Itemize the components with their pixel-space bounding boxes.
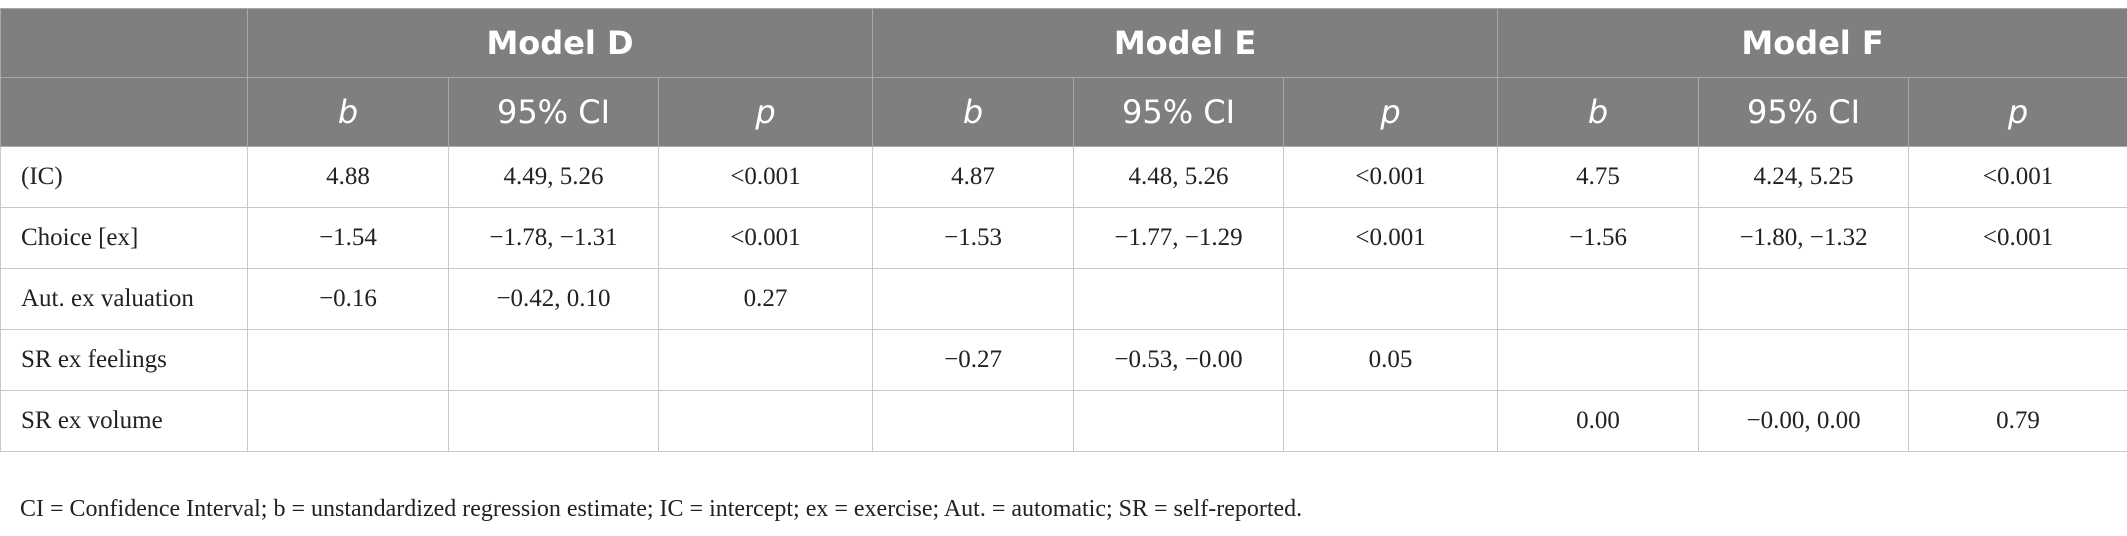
- column-header: p: [1283, 77, 1499, 147]
- table-cell: 0.79: [1908, 390, 2127, 452]
- row-label: Aut. ex valuation: [0, 268, 248, 330]
- corner-cell: [0, 77, 248, 147]
- table-cell: −1.80, −1.32: [1698, 207, 1910, 269]
- table-cell: [448, 329, 659, 391]
- table-cell: <0.001: [657, 146, 874, 208]
- table-cell: <0.001: [1908, 146, 2127, 208]
- table-cell: [1698, 329, 1910, 391]
- table-cell: −1.77, −1.29: [1073, 207, 1285, 269]
- column-header: b: [247, 77, 449, 147]
- row-label: SR ex volume: [0, 390, 248, 452]
- column-header: 95% CI: [448, 77, 659, 147]
- table-row: Choice [ex] −1.54 −1.78, −1.31 <0.001 −1…: [0, 207, 2127, 269]
- table-cell: [1497, 329, 1700, 391]
- table-cell: [247, 329, 449, 391]
- table-cell: [1908, 329, 2127, 391]
- table-row: SR ex feelings −0.27 −0.53, −0.00 0.05: [0, 329, 2127, 391]
- corner-cell: [0, 8, 248, 78]
- column-header: b: [872, 77, 1075, 147]
- results-table-container: Model D Model E Model F b 95% CI p b 95%…: [0, 8, 2127, 452]
- table-cell: [657, 329, 874, 391]
- table-cell: −1.54: [247, 207, 449, 269]
- table-footnote: CI = Confidence Interval; b = unstandard…: [20, 496, 1303, 522]
- table-cell: −0.42, 0.10: [448, 268, 659, 330]
- table-cell: −0.00, 0.00: [1698, 390, 1910, 452]
- table-cell: −0.16: [247, 268, 449, 330]
- table-cell: <0.001: [657, 207, 874, 269]
- table-row: (IC) 4.88 4.49, 5.26 <0.001 4.87 4.48, 5…: [0, 146, 2127, 208]
- table-cell: <0.001: [1908, 207, 2127, 269]
- table-cell: [1073, 390, 1285, 452]
- table-cell: [1283, 268, 1499, 330]
- table-cell: −1.78, −1.31: [448, 207, 659, 269]
- table-cell: [872, 268, 1075, 330]
- table-cell: [1908, 268, 2127, 330]
- column-header: p: [1908, 77, 2127, 147]
- regression-results-table: Model D Model E Model F b 95% CI p b 95%…: [0, 8, 2127, 452]
- table-cell: [872, 390, 1075, 452]
- column-header: 95% CI: [1698, 77, 1910, 147]
- table-row: Aut. ex valuation −0.16 −0.42, 0.10 0.27: [0, 268, 2127, 330]
- table-cell: 4.88: [247, 146, 449, 208]
- column-header-row: b 95% CI p b 95% CI p b 95% CI p: [0, 77, 2127, 147]
- table-cell: [1283, 390, 1499, 452]
- model-header: Model F: [1497, 8, 2127, 78]
- table-cell: 0.05: [1283, 329, 1499, 391]
- table-cell: −1.56: [1497, 207, 1700, 269]
- column-header: p: [657, 77, 874, 147]
- table-cell: [1497, 268, 1700, 330]
- table-cell: 4.24, 5.25: [1698, 146, 1910, 208]
- table-cell: 4.75: [1497, 146, 1700, 208]
- table-cell: 4.87: [872, 146, 1075, 208]
- model-header: Model D: [246, 8, 874, 78]
- table-cell: [247, 390, 449, 452]
- column-header: b: [1497, 77, 1700, 147]
- column-header: 95% CI: [1073, 77, 1285, 147]
- table-cell: −0.53, −0.00: [1073, 329, 1285, 391]
- table-cell: 0.27: [657, 268, 874, 330]
- table-row: SR ex volume 0.00 −0.00, 0.00 0.79: [0, 390, 2127, 452]
- table-cell: [1073, 268, 1285, 330]
- table-cell: 4.49, 5.26: [448, 146, 659, 208]
- model-header: Model E: [872, 8, 1499, 78]
- row-label: SR ex feelings: [0, 329, 248, 391]
- row-label: (IC): [0, 146, 248, 208]
- table-cell: <0.001: [1283, 207, 1499, 269]
- table-cell: [1698, 268, 1910, 330]
- table-cell: 0.00: [1497, 390, 1700, 452]
- table-cell: [448, 390, 659, 452]
- table-cell: 4.48, 5.26: [1073, 146, 1285, 208]
- table-cell: −0.27: [872, 329, 1075, 391]
- table-cell: −1.53: [872, 207, 1075, 269]
- model-header-row: Model D Model E Model F: [0, 8, 2127, 78]
- table-cell: <0.001: [1283, 146, 1499, 208]
- table-cell: [657, 390, 874, 452]
- row-label: Choice [ex]: [0, 207, 248, 269]
